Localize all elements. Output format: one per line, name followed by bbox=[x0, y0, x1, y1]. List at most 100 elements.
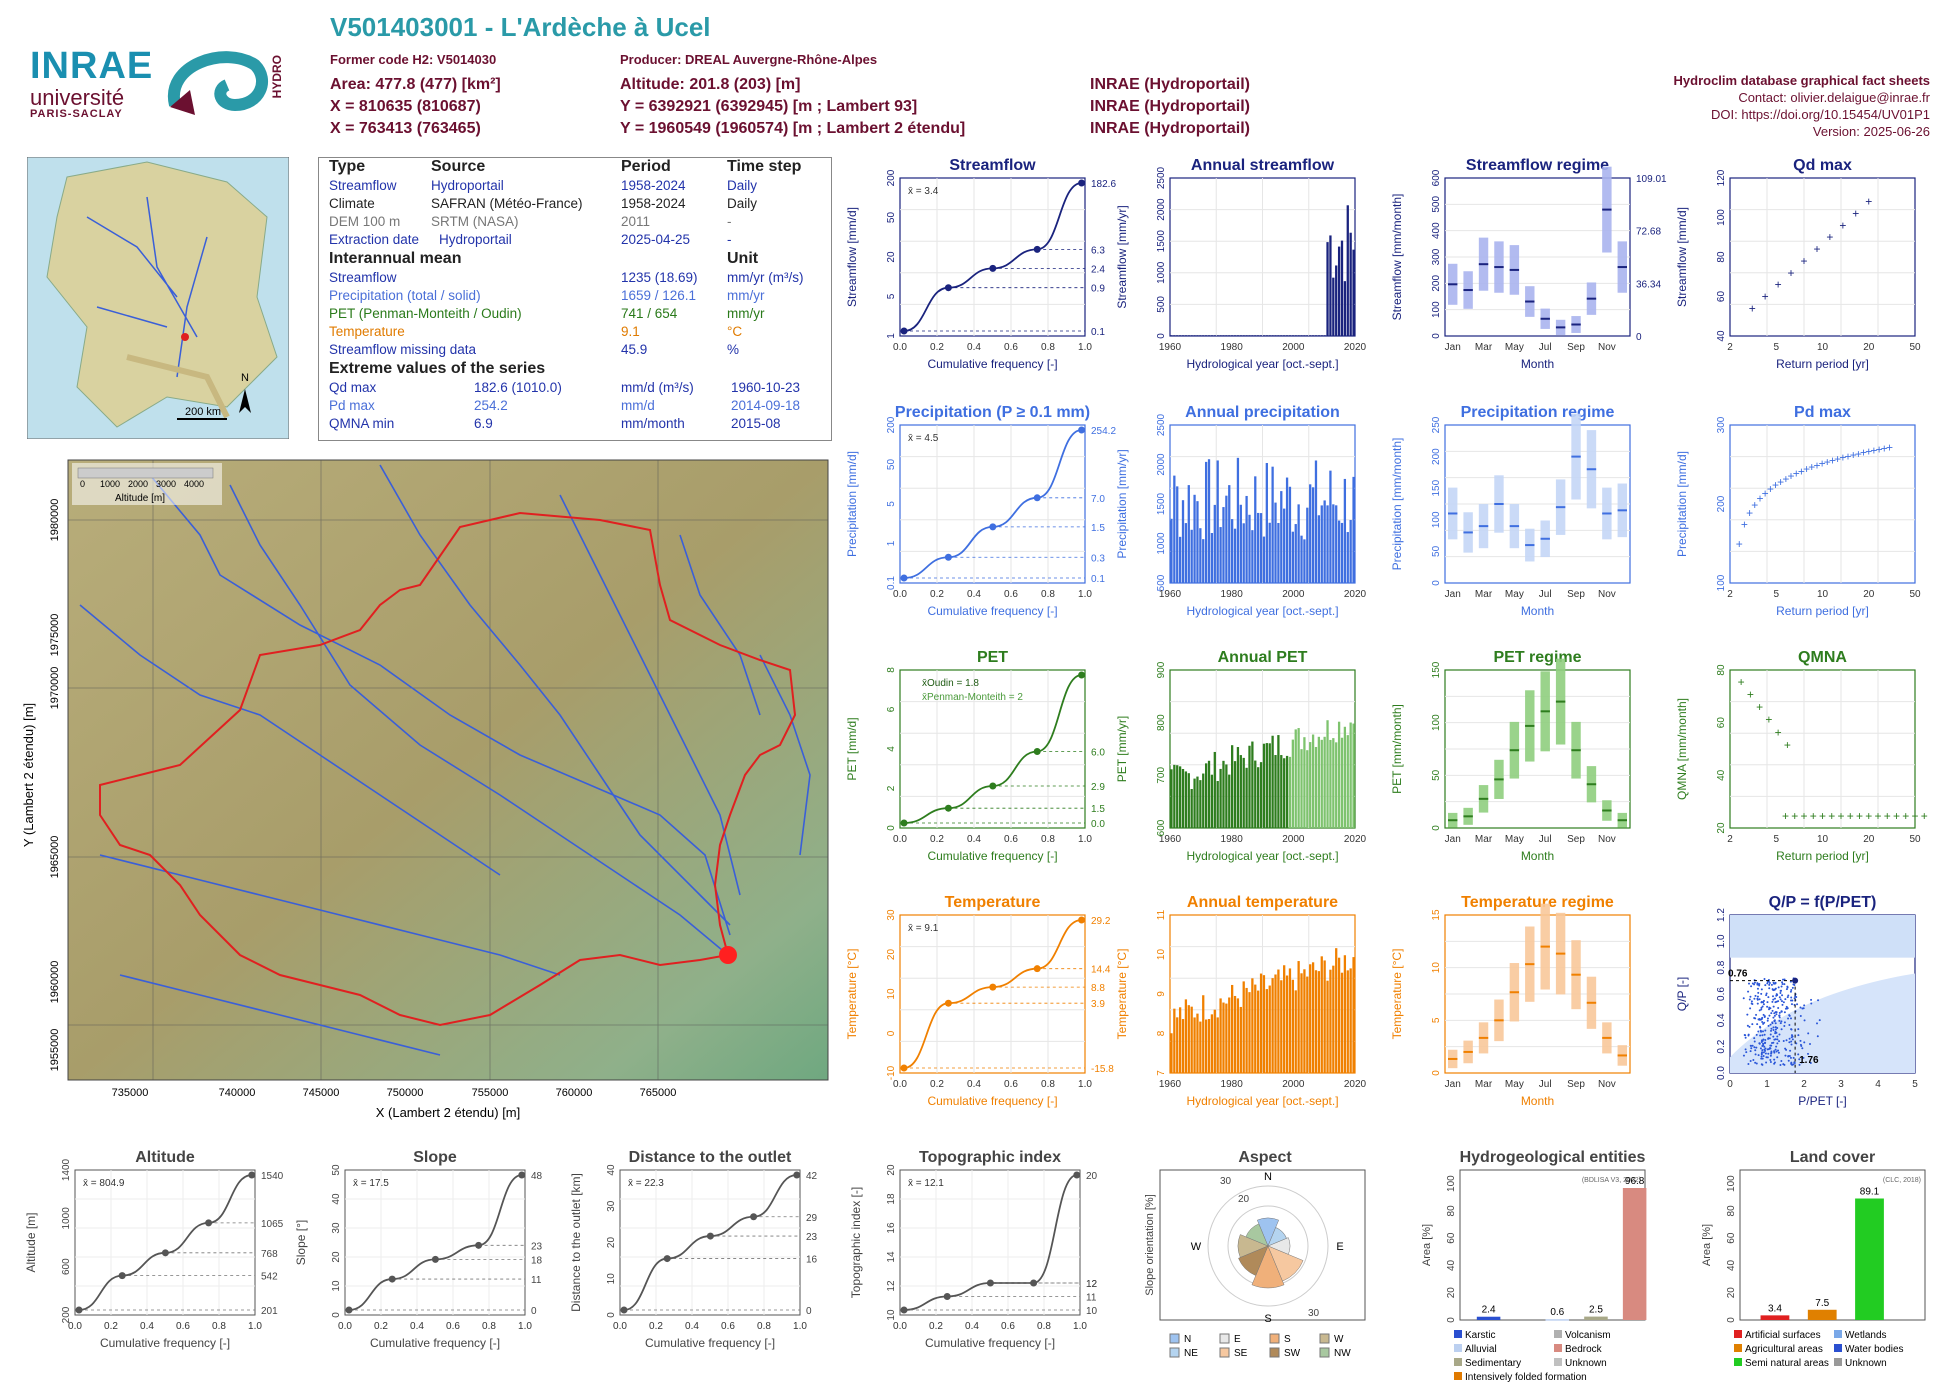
scatter-point bbox=[1770, 983, 1773, 986]
year-bar bbox=[1231, 335, 1234, 336]
data-point bbox=[989, 782, 997, 790]
y-tick: 20 bbox=[886, 251, 897, 263]
legend-label: Wetlands bbox=[1845, 1330, 1887, 1341]
scatter-point bbox=[1774, 1026, 1777, 1029]
mean-point bbox=[1792, 977, 1799, 984]
x-tick: 0.8 bbox=[482, 1321, 496, 1332]
right-tick: 11 bbox=[1086, 1293, 1097, 1304]
scatter-point bbox=[1743, 1034, 1746, 1037]
y-tick: 800 bbox=[1156, 714, 1167, 731]
year-bar bbox=[1323, 960, 1326, 1073]
extreme-unit: mm/d (m³/s) bbox=[621, 380, 694, 395]
x-tick: 0.4 bbox=[965, 1321, 979, 1332]
chart-title: Distance to the outlet bbox=[629, 1149, 792, 1166]
x-axis-label: P/PET [-] bbox=[1798, 1094, 1846, 1108]
month-range-bar bbox=[1602, 487, 1612, 540]
x-axis-label: Cumulative frequency [-] bbox=[927, 849, 1057, 863]
year-bar bbox=[1346, 532, 1349, 583]
year-bar bbox=[1190, 529, 1193, 583]
year-bar bbox=[1251, 335, 1254, 336]
y-tick: 0.6 bbox=[1716, 987, 1727, 1001]
scatter-point bbox=[1750, 1044, 1753, 1047]
scatter-point bbox=[1755, 1046, 1758, 1049]
return-point: + bbox=[1803, 462, 1810, 476]
legend-swatch bbox=[1834, 1358, 1842, 1366]
scatter-point bbox=[1810, 1002, 1813, 1005]
month-range-bar bbox=[1555, 319, 1566, 335]
legend-label: Agricultural areas bbox=[1745, 1344, 1823, 1355]
scatter-point bbox=[1808, 1042, 1811, 1045]
y-tick: 6 bbox=[886, 706, 897, 712]
year-bar bbox=[1288, 968, 1292, 1073]
y-tick: 600 bbox=[1431, 169, 1442, 186]
meta-doi[interactable]: DOI: https://doi.org/10.15454/UV01P1 bbox=[1711, 107, 1930, 122]
year-bar bbox=[1202, 539, 1205, 583]
year-bar bbox=[1329, 235, 1332, 336]
shaded-region bbox=[1730, 915, 1915, 958]
year-bar bbox=[1210, 1014, 1214, 1073]
chart-title: Annual streamflow bbox=[1191, 157, 1335, 174]
year-bar bbox=[1320, 335, 1323, 336]
aspect-wedge bbox=[1256, 1217, 1280, 1247]
y-axis-label: Streamflow [mm/d] bbox=[845, 207, 859, 307]
chart-title: Annual temperature bbox=[1187, 894, 1338, 911]
year-bar bbox=[1176, 486, 1179, 583]
scatter-point bbox=[1775, 1031, 1778, 1034]
return-point: + bbox=[1791, 809, 1798, 823]
scatter-point bbox=[1796, 1003, 1799, 1006]
year-bar bbox=[1173, 1008, 1176, 1073]
year-bar bbox=[1335, 742, 1338, 828]
year-bar bbox=[1216, 781, 1219, 828]
y-tick: 80 bbox=[1446, 1205, 1457, 1217]
extreme-date: 1960-10-23 bbox=[731, 380, 801, 395]
scatter-point bbox=[1754, 994, 1757, 997]
y-tick: 11 bbox=[1156, 909, 1167, 920]
year-bar bbox=[1306, 750, 1309, 828]
scatter-point bbox=[1757, 991, 1760, 994]
scatter-point bbox=[1790, 1043, 1793, 1046]
return-point: + bbox=[1839, 451, 1846, 465]
year-bar bbox=[1222, 335, 1225, 336]
x-tick: 0.2 bbox=[374, 1321, 388, 1332]
year-bar bbox=[1176, 1017, 1179, 1073]
month-range-bar bbox=[1617, 483, 1627, 538]
year-bar bbox=[1187, 335, 1190, 336]
month-range-bar bbox=[1509, 504, 1520, 549]
scatter-point bbox=[1766, 1005, 1769, 1008]
plot-frame bbox=[1729, 914, 1916, 1074]
ring bbox=[1227, 1205, 1309, 1287]
scatter-point bbox=[1762, 1003, 1765, 1006]
return-point: + bbox=[1756, 700, 1763, 714]
month-range-bar bbox=[1586, 282, 1597, 315]
scatter-point bbox=[1783, 983, 1786, 986]
scatter-point bbox=[1758, 1042, 1761, 1045]
month-tick: Jan bbox=[1445, 342, 1461, 353]
y-axis-label: Temperature [°C] bbox=[1115, 949, 1129, 1040]
right-tick: 109.01 bbox=[1636, 174, 1667, 185]
year-bar bbox=[1248, 514, 1251, 583]
right-tick: 12 bbox=[1086, 1279, 1098, 1290]
scatter-point bbox=[1777, 1000, 1780, 1003]
scatter-point bbox=[1762, 1054, 1765, 1057]
month-tick: Sep bbox=[1567, 589, 1585, 600]
year-bar bbox=[1251, 978, 1254, 1073]
x-tick: 0.2 bbox=[930, 342, 944, 353]
meta-contact[interactable]: Contact: olivier.delaigue@inrae.fr bbox=[1738, 90, 1930, 105]
chart-distance-to-the-outlet: Distance to the outlet Distance to the ou… bbox=[569, 1149, 818, 1350]
right-tick: 6.3 bbox=[1091, 245, 1105, 256]
month-tick: Jan bbox=[1445, 1079, 1461, 1090]
x-tick: 2000 bbox=[1282, 834, 1305, 845]
plot-frame bbox=[1444, 914, 1631, 1074]
scatter-point bbox=[1783, 1011, 1786, 1014]
scatter-point bbox=[1769, 1060, 1772, 1063]
scatter-point bbox=[1753, 997, 1756, 1000]
return-point: + bbox=[1747, 687, 1754, 701]
scatter-point bbox=[1767, 1037, 1770, 1040]
scatter-point bbox=[1766, 1056, 1769, 1059]
x-tick: 0.2 bbox=[930, 1079, 944, 1090]
month-range-bar bbox=[1540, 308, 1550, 329]
scatter-point bbox=[1772, 1035, 1775, 1038]
data-point bbox=[518, 1171, 526, 1179]
mean-label: x̄ = 22.3 bbox=[628, 1178, 664, 1189]
plot-frame bbox=[1444, 669, 1631, 829]
